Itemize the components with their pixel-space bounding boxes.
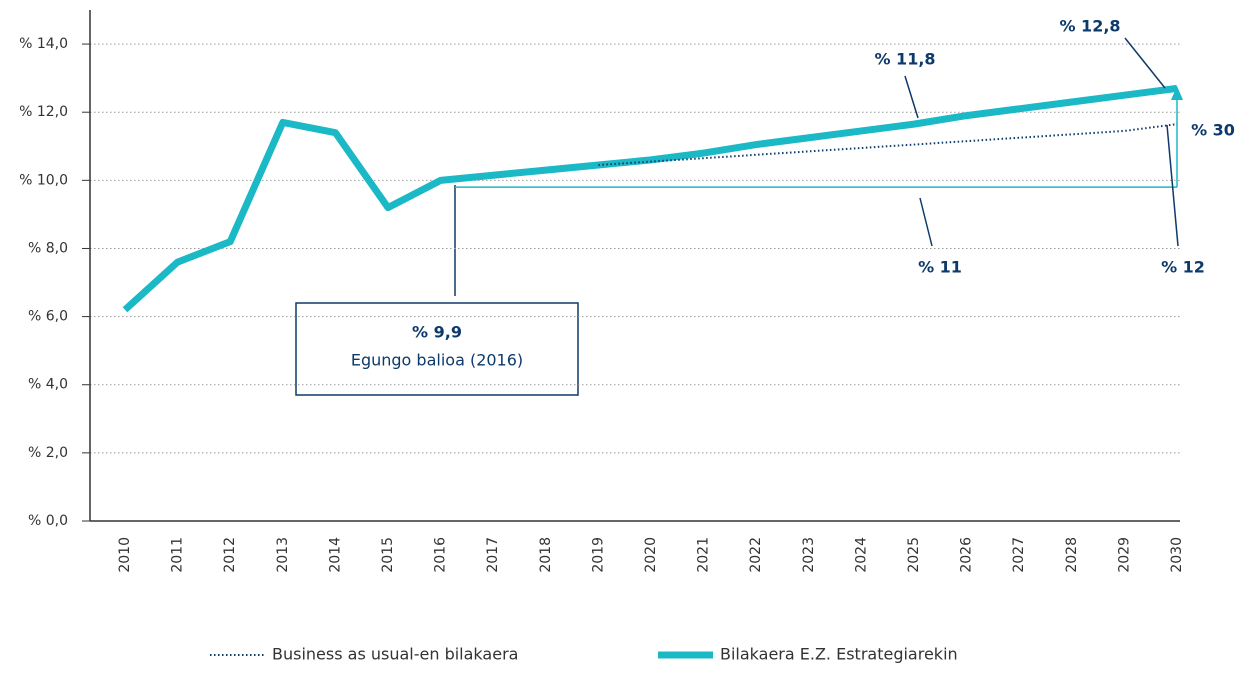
annotation-leader [919,197,933,247]
callout-box [295,302,579,396]
annotation-leader [1124,37,1166,89]
x-tick-label: 2010 [117,537,133,573]
legend-label: Bilakaera E.Z. Estrategiarekin [720,645,958,664]
series-line [598,123,1178,167]
x-tick-label: 2021 [696,537,712,573]
y-tick-label: % 8,0 [28,240,68,256]
x-tick-label: 2030 [1169,537,1185,573]
annotation: % 11 [918,258,962,277]
x-tick-label: 2024 [853,537,869,573]
x-tick-label: 2023 [801,537,817,573]
annotation-leader [904,75,919,119]
x-tick-label: 2017 [485,537,501,573]
x-tick-label: 2019 [590,537,606,573]
y-tick-label: % 0,0 [28,513,68,529]
callout-value: % 9,9 [412,323,462,342]
y-tick-label: % 4,0 [28,377,68,393]
callout-text: Egungo balioa (2016) [351,351,523,370]
y-tick-label: % 14,0 [19,36,68,52]
x-tick-label: 2018 [538,537,554,573]
x-tick-label: 2020 [643,537,659,573]
x-tick-label: 2014 [327,537,343,573]
annotation: % 11,8 [874,50,935,69]
annotation-leader [1166,124,1179,247]
x-tick-label: 2016 [433,537,449,573]
y-tick-label: % 2,0 [28,445,68,461]
annotation: % 12 [1161,258,1205,277]
x-tick-label: 2026 [959,537,975,573]
y-tick-label: % 6,0 [28,309,68,325]
annotation: % 12,8 [1059,17,1120,36]
y-tick-label: % 12,0 [19,104,68,120]
x-tick-label: 2025 [906,537,922,573]
x-tick-label: 2022 [748,537,764,573]
x-tick-label: 2028 [1064,537,1080,573]
x-tick-label: 2027 [1011,537,1027,573]
x-tick-label: 2015 [380,537,396,573]
x-tick-label: 2013 [275,537,291,573]
legend-label: Business as usual-en bilakaera [272,645,518,664]
y-tick-label: % 10,0 [19,172,68,188]
arrow-head [1171,86,1183,100]
annotation: % 30 [1191,121,1235,140]
x-tick-label: 2012 [222,537,238,573]
x-tick-label: 2029 [1116,537,1132,573]
series-line [122,84,1178,313]
x-tick-label: 2011 [170,537,186,573]
